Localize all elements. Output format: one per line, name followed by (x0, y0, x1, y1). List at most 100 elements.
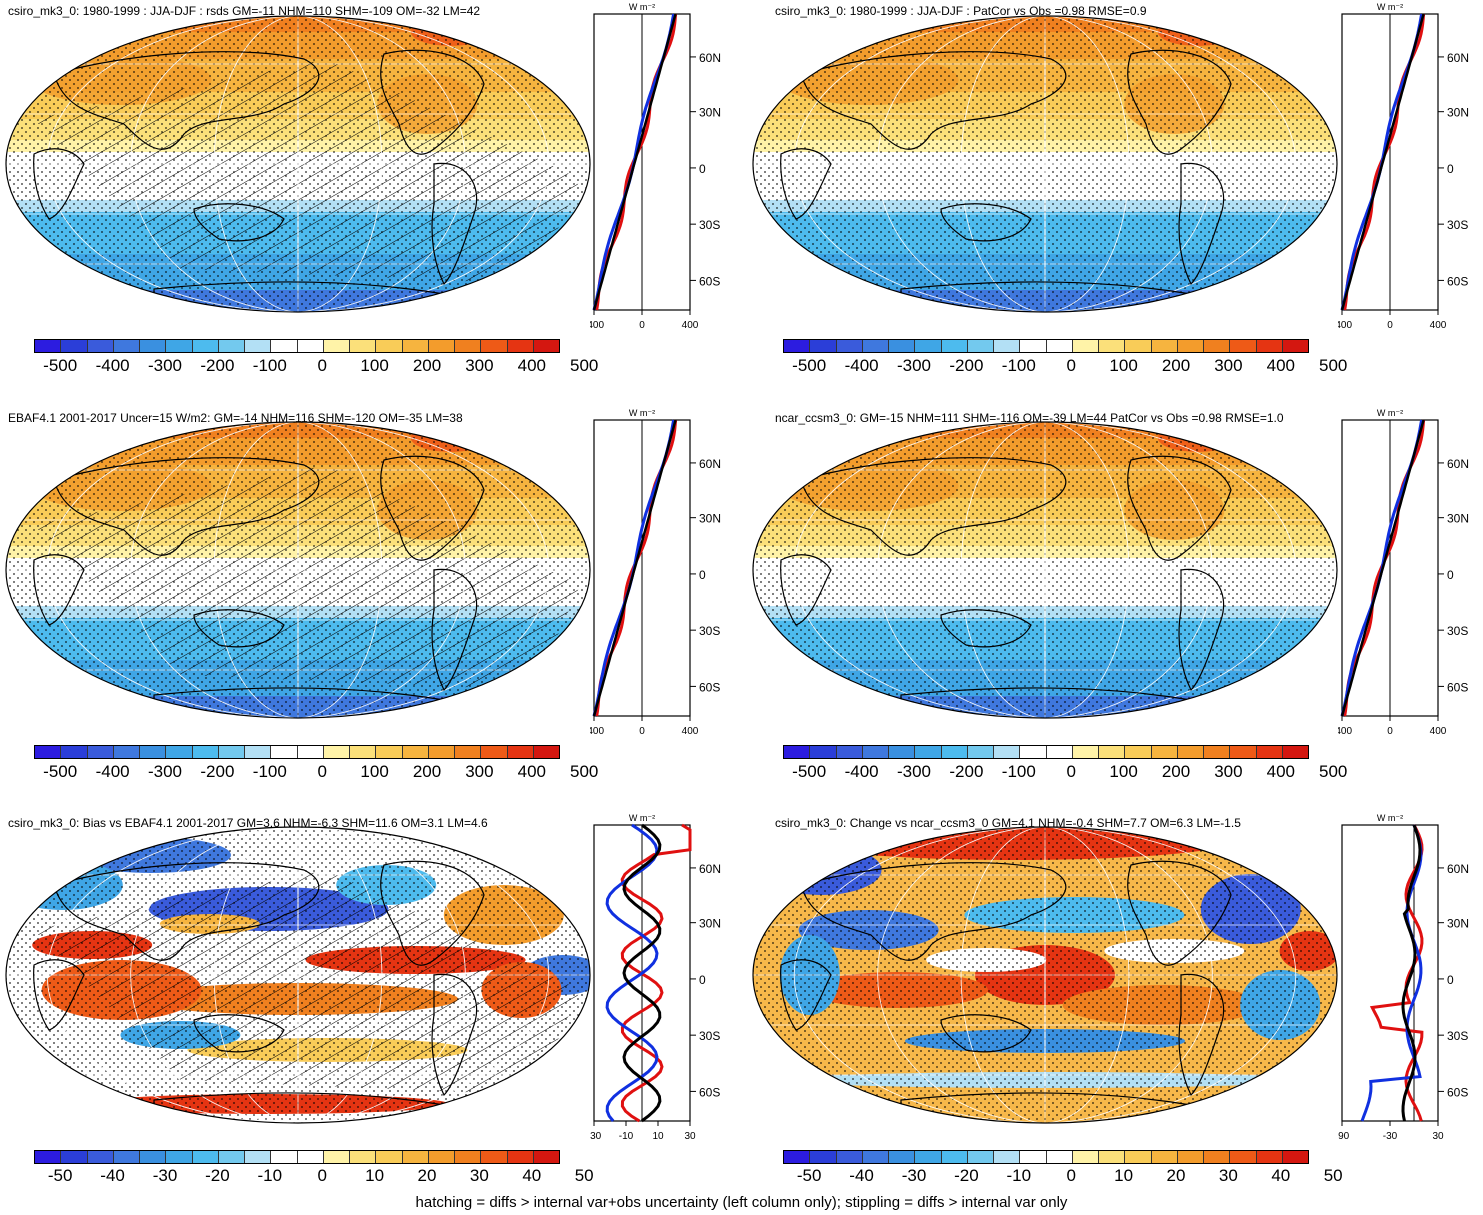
profile-series (1340, 419, 1425, 717)
colorbar-swatch (428, 340, 455, 352)
colorbar-swatch (35, 340, 62, 352)
profile-tick-label: 10 (652, 1131, 664, 1142)
colorbar-tick-label: 500 (1319, 356, 1348, 375)
colorbar-tick-label: -50 (796, 1166, 822, 1185)
colorbar-swatch (836, 1151, 863, 1163)
colorbar-swatch (1177, 340, 1204, 352)
colorbar-tick-label: -500 (792, 762, 827, 781)
colorbar-swatch (1046, 1151, 1073, 1163)
colorbar-swatch (862, 746, 889, 758)
colorbar-swatch (297, 340, 324, 352)
latitude-label: 60S (699, 274, 720, 288)
profile-series (1360, 824, 1423, 1122)
colorbar-swatch (1256, 1151, 1283, 1163)
colorbar-swatch (271, 746, 298, 758)
latitude-label: 0 (1447, 162, 1454, 176)
colorbar-swatch (862, 340, 889, 352)
colorbar-swatch (323, 340, 350, 352)
profile-tick-label: 400 (682, 726, 699, 737)
colorbar-swatch (1151, 746, 1178, 758)
colorbar-swatch (1072, 340, 1099, 352)
colorbar-tick-label: 200 (412, 762, 442, 781)
footer-note: hatching = diffs > internal var+obs unce… (415, 1194, 1068, 1211)
colorbar-swatch (218, 340, 245, 352)
colorbar-swatch (836, 340, 863, 352)
colorbar-tick-label: -50 (47, 1166, 73, 1185)
colorbar-swatch (994, 340, 1021, 352)
colorbar-swatch (166, 746, 193, 758)
colorbar-swatch (113, 340, 140, 352)
colorbar-swatch (915, 1151, 942, 1163)
colorbar (34, 339, 560, 353)
colorbar-tick-label: -400 (844, 356, 879, 375)
colorbar-swatch (1230, 746, 1257, 758)
colorbar-swatch (192, 746, 219, 758)
colorbar-tick-label: -500 (792, 356, 827, 375)
colorbar (34, 1150, 560, 1164)
colorbar-swatch (481, 746, 508, 758)
colorbar-tick-label: 200 (1161, 762, 1191, 781)
zonal-profile: W m⁻² 60N 30N 0 30S 60S -90 -30 30 (1338, 813, 1469, 1142)
colorbar (34, 745, 560, 759)
colorbar-swatch (941, 746, 968, 758)
colorbar-swatch (941, 1151, 968, 1163)
colorbar-swatch (376, 1151, 403, 1163)
colorbar-swatch (61, 1151, 88, 1163)
units-label: W m⁻² (1377, 2, 1403, 12)
units-label: W m⁻² (1377, 813, 1403, 823)
colorbar-swatch (1230, 340, 1257, 352)
world-map (5, 826, 591, 1124)
profile-tick-label: -400 (590, 320, 604, 331)
colorbar-tick-label: 500 (1319, 762, 1348, 781)
colorbar-tick-label: -300 (147, 762, 183, 781)
colorbar-swatch (402, 1151, 429, 1163)
units-label: W m⁻² (629, 813, 655, 823)
latitude-label: 60N (699, 51, 721, 65)
colorbar-swatch (245, 1151, 272, 1163)
latitude-label: 30N (1447, 512, 1469, 526)
colorbar-tick-label: 100 (360, 356, 389, 375)
colorbar-swatch (455, 340, 482, 352)
colorbar-swatch (87, 746, 114, 758)
colorbar-tick-label: 100 (1109, 356, 1138, 375)
profile-tick-label: 0 (639, 726, 645, 737)
profile-series (622, 823, 662, 1123)
colorbar-tick-label: 400 (517, 356, 546, 375)
colorbar-swatch (1125, 340, 1152, 352)
colorbar-tick-label: -30 (901, 1166, 927, 1185)
colorbar-tick-label: -40 (849, 1166, 874, 1185)
colorbar-tick-label: -200 (200, 356, 235, 375)
colorbar-swatch (113, 746, 140, 758)
panel-title: csiro_mk3_0: 1980-1999 : JJA-DJF : PatCo… (775, 4, 1147, 18)
world-map (5, 421, 591, 719)
latitude-label: 30S (1447, 218, 1468, 232)
colorbar-swatch (166, 340, 193, 352)
colorbar-swatch (1072, 746, 1099, 758)
latitude-label: 30S (699, 624, 720, 638)
colorbar-swatch (402, 340, 429, 352)
colorbar-swatch (1204, 746, 1231, 758)
colorbar-tick-label: -500 (43, 356, 78, 375)
colorbar-tick-label: -40 (100, 1166, 125, 1185)
latitude-label: 30S (699, 1029, 720, 1043)
colorbar-tick-label: 400 (1266, 762, 1295, 781)
colorbar-swatch (140, 746, 167, 758)
profile-series (605, 823, 659, 1122)
colorbar-swatch (533, 746, 559, 758)
colorbar-tick-label: 50 (574, 1166, 594, 1185)
colorbar-swatch (1177, 1151, 1204, 1163)
panel-title: csiro_mk3_0: Bias vs EBAF4.1 2001-2017 G… (8, 816, 488, 830)
colorbar-tick-label: 400 (1266, 356, 1295, 375)
colorbar-tick-label: -500 (43, 762, 78, 781)
colorbar-swatch (1282, 746, 1308, 758)
colorbar-swatch (323, 746, 350, 758)
colorbar-swatch (507, 1151, 534, 1163)
colorbar-tick-label: 20 (1166, 1166, 1186, 1185)
panel-title: EBAF4.1 2001-2017 Uncer=15 W/m2: GM=-14 … (8, 411, 463, 425)
latitude-label: 0 (699, 568, 706, 582)
colorbar-swatch (915, 340, 942, 352)
colorbar-tick-label: -30 (152, 1166, 178, 1185)
colorbar-swatch (1282, 1151, 1308, 1163)
colorbar-swatch (323, 1151, 350, 1163)
colorbar-swatch (1177, 746, 1204, 758)
